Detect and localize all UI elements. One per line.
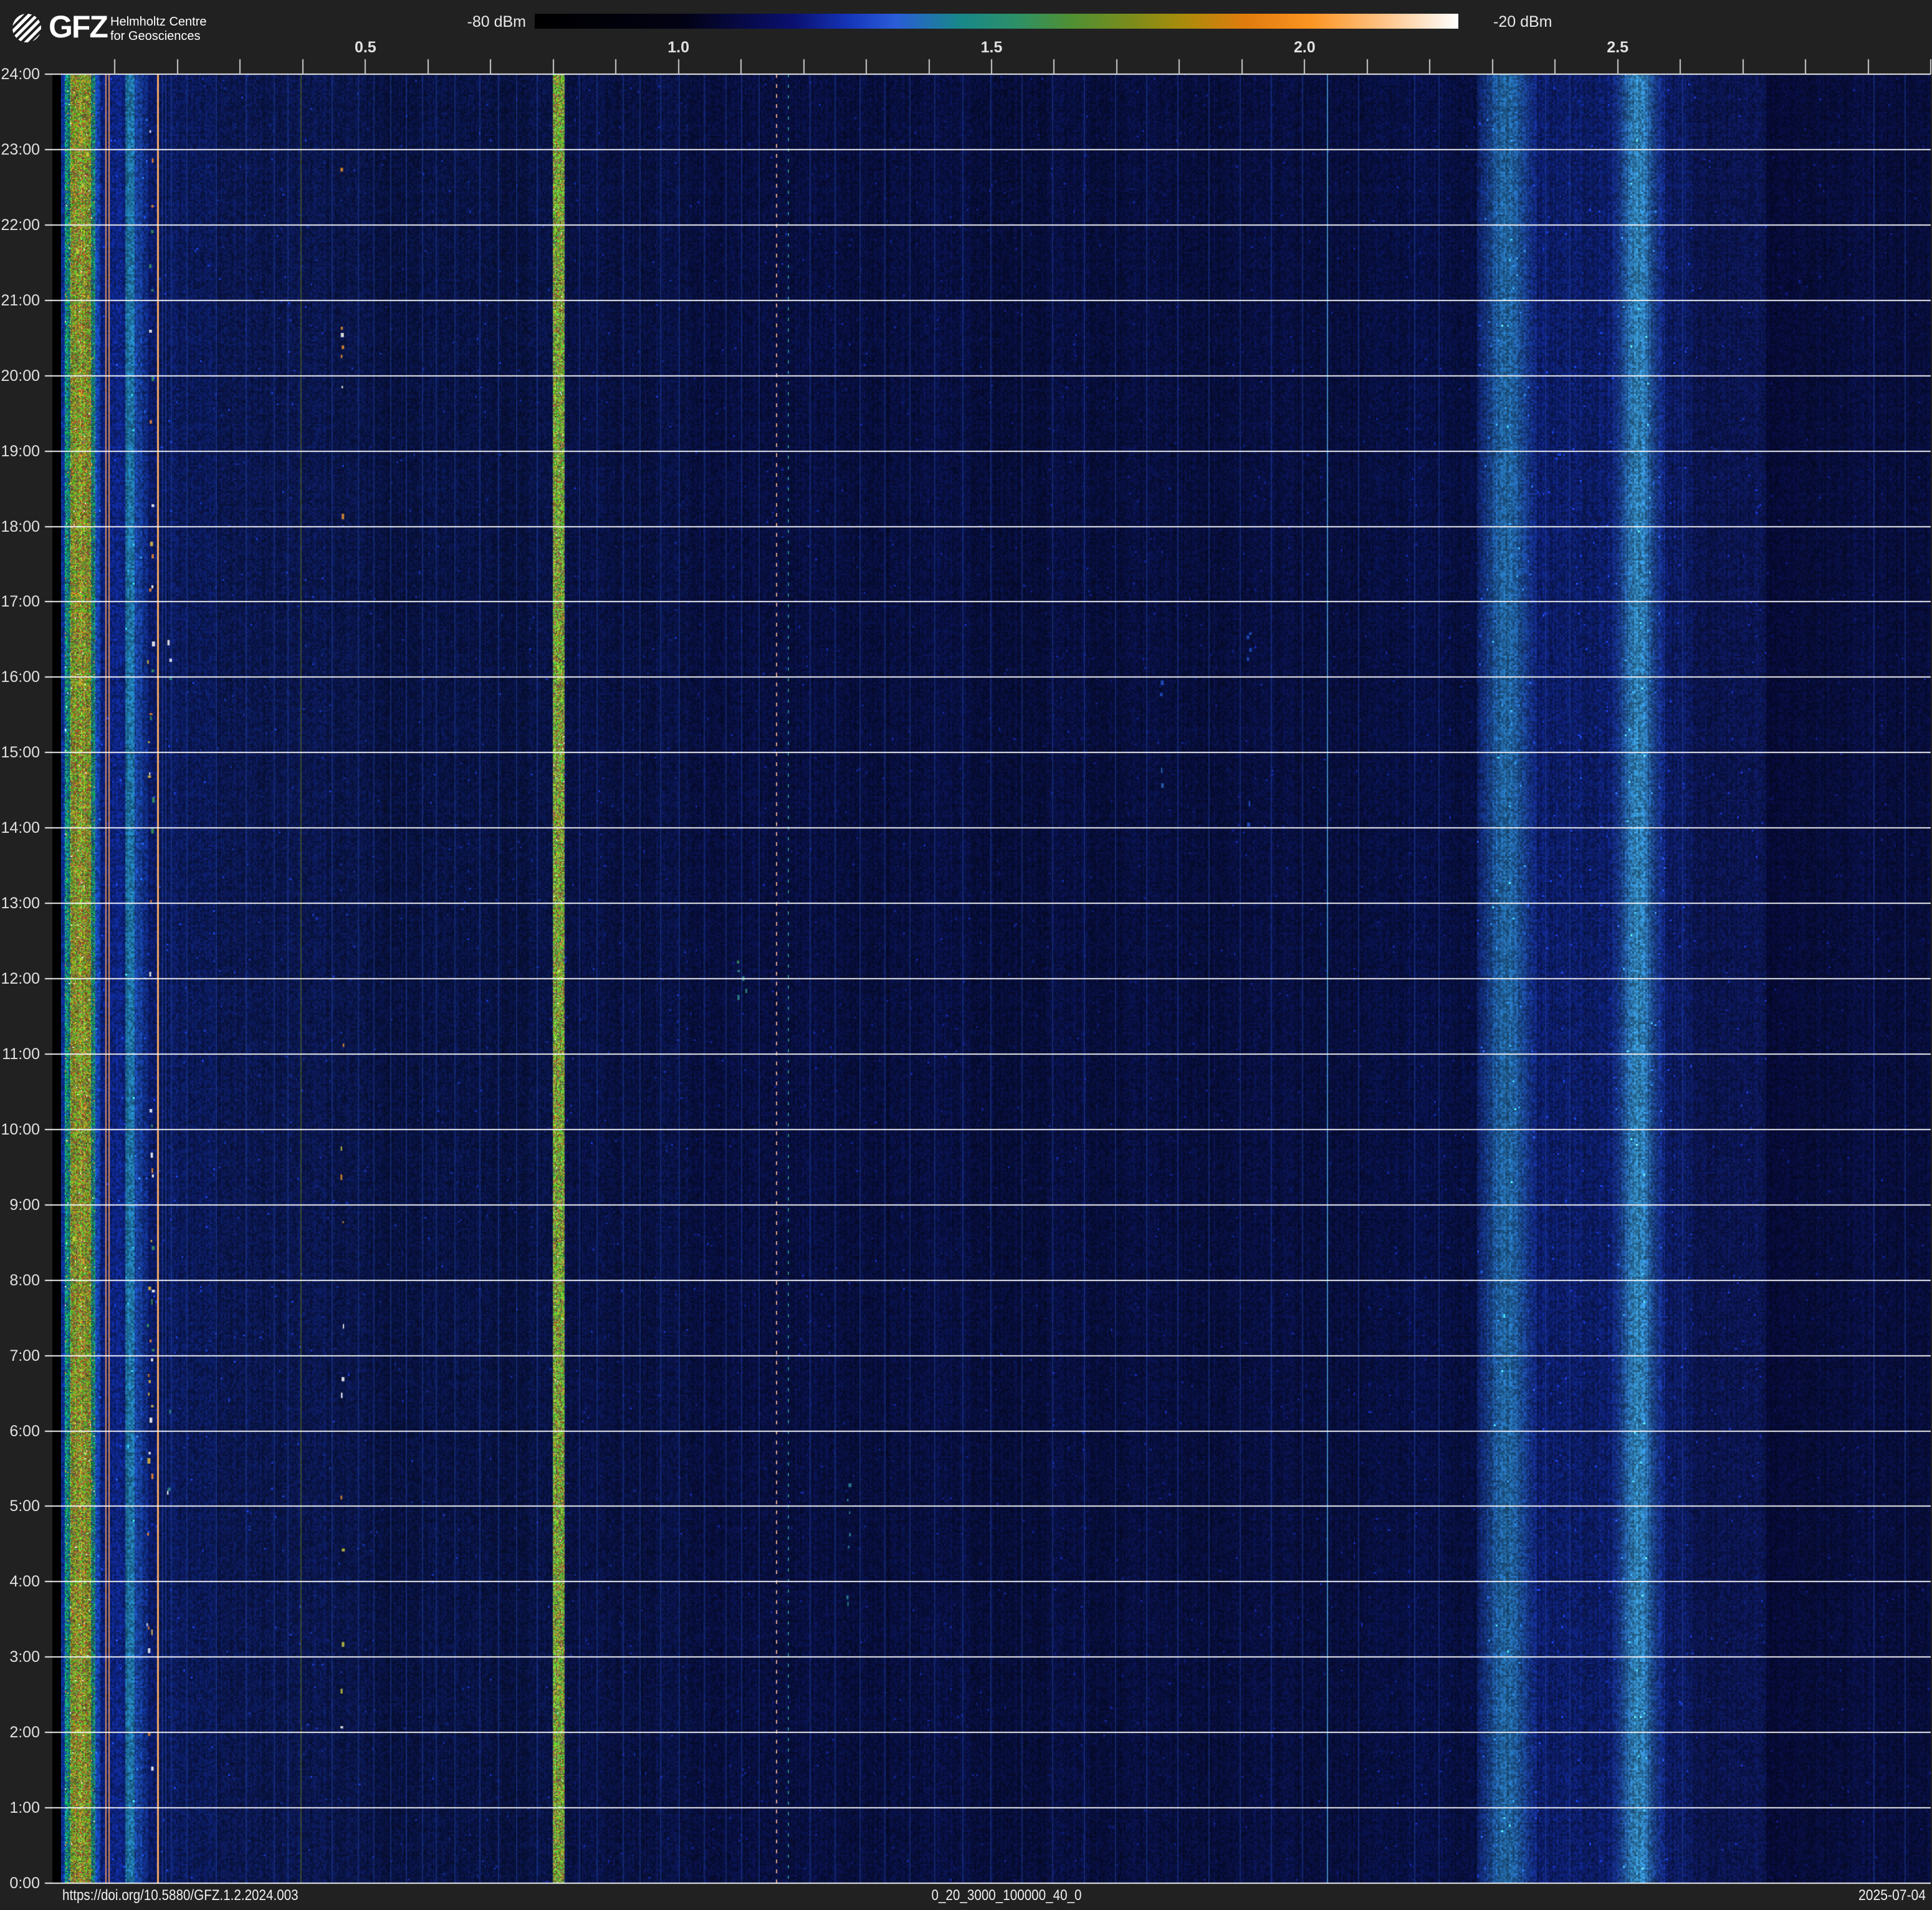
- y-axis-tick-label: 16:00: [1, 668, 40, 686]
- x-axis-tick-label: 2.0: [1293, 39, 1316, 56]
- y-axis-tick-label: 5:00: [9, 1497, 40, 1515]
- x-axis-tick-label: 1.5: [980, 39, 1003, 56]
- logo-name: Helmholtz Centre for Geosciences: [110, 15, 207, 44]
- logo-acronym: GFZ: [49, 9, 108, 44]
- y-axis-tick-label: 8:00: [9, 1271, 40, 1289]
- y-axis-tick-label: 6:00: [9, 1422, 40, 1440]
- x-axis-tick-label: 2.5: [1607, 39, 1629, 56]
- y-axis-tick-label: 17:00: [1, 593, 40, 611]
- y-axis-tick-label: 1:00: [9, 1799, 40, 1817]
- x-axis-tick-label: 0.5: [354, 39, 376, 56]
- logo-name-line1: Helmholtz Centre: [110, 15, 207, 29]
- y-axis-tick-label: 19:00: [1, 442, 40, 460]
- y-axis-tick-label: 2:00: [9, 1724, 40, 1742]
- y-axis-tick-label: 13:00: [1, 895, 40, 913]
- y-axis-tick-label: 7:00: [9, 1346, 40, 1365]
- y-axis-tick-label: 9:00: [9, 1196, 40, 1214]
- y-axis-tick-label: 10:00: [1, 1120, 40, 1138]
- y-axis-tick-label: 11:00: [2, 1045, 40, 1063]
- y-axis-tick-label: 18:00: [1, 517, 40, 535]
- y-axis-tick-label: 3:00: [9, 1648, 40, 1666]
- y-axis-tick-label: 24:00: [1, 65, 40, 83]
- y-axis-tick-label: 15:00: [1, 744, 40, 762]
- y-axis-tick-label: 21:00: [1, 291, 40, 309]
- y-axis-tick-label: 23:00: [1, 140, 40, 158]
- x-axis-tick-label: 1.0: [667, 39, 690, 56]
- logo-name-line2: for Geosciences: [110, 29, 201, 43]
- y-axis-tick-label: 12:00: [1, 970, 40, 987]
- y-axis-tick-label: 20:00: [1, 367, 40, 385]
- y-axis-tick-label: 14:00: [1, 819, 40, 837]
- colorbar-max-label: -20 dBm: [1493, 13, 1552, 31]
- y-axis-tick-label: 0:00: [9, 1874, 40, 1892]
- y-axis-tick-label: 22:00: [1, 216, 40, 234]
- footer-doi-text: https://doi.org/10.5880/GFZ.1.2.2024.003: [62, 1887, 299, 1904]
- footer-filename-text: 0_20_3000_100000_40_0: [931, 1887, 1082, 1904]
- y-axis-tick-label: 4:00: [9, 1573, 40, 1591]
- colorbar-gradient: [535, 14, 1458, 29]
- colorbar-min-label: -80 dBm: [467, 13, 526, 31]
- gfz-globe-icon: [12, 14, 41, 42]
- footer-date-text: 2025-07-04: [1858, 1887, 1926, 1904]
